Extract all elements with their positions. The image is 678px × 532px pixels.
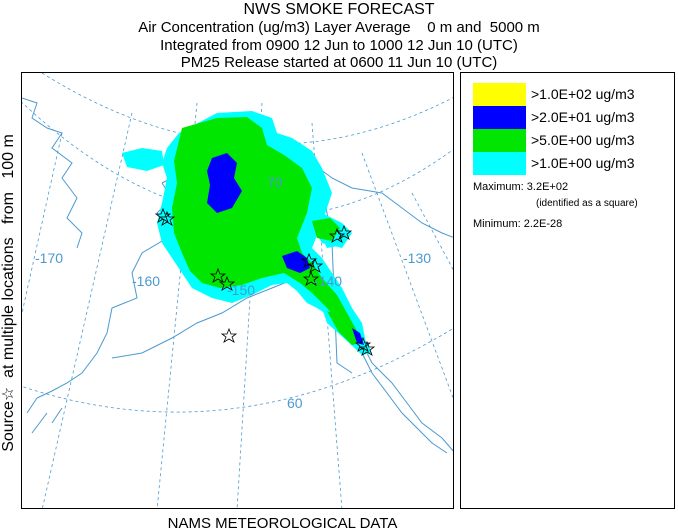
alaska-south-coast [111, 277, 448, 454]
data-source-footer: NAMS METEOROLOGICAL DATA [167, 515, 398, 532]
legend-swatch-green [473, 129, 526, 152]
legend-label: >1.0E+00 ug/m3 [531, 155, 635, 171]
legend-item: >2.0E+01 ug/m3 [473, 106, 673, 129]
lat-label-70: 70 [267, 174, 283, 190]
star-icon [158, 210, 176, 226]
plume-blue [207, 153, 364, 345]
legend: >1.0E+02 ug/m3 >2.0E+01 ug/m3 >5.0E+00 u… [460, 72, 675, 509]
star-icon [302, 270, 320, 286]
lat-label-60: 60 [287, 395, 303, 411]
canada-west-coast [361, 342, 453, 452]
source-markers [154, 207, 376, 356]
lon-line-180 [22, 132, 63, 315]
legend-item: >1.0E+02 ug/m3 [473, 83, 673, 106]
subtitle-integration-period: Integrated from 0900 12 Jun to 1000 12 J… [160, 37, 518, 54]
legend-label: >1.0E+02 ug/m3 [531, 86, 635, 102]
lon-label-130: -130 [403, 250, 431, 266]
smoke-map: 70 60 -170 -160 -150 -140 -130 [21, 72, 454, 509]
lon-label-150: -150 [227, 282, 255, 298]
legend-swatch-yellow [473, 83, 526, 106]
legend-label: >5.0E+00 ug/m3 [531, 132, 635, 148]
legend-label: >2.0E+01 ug/m3 [531, 109, 635, 125]
lat-line-60 [22, 327, 453, 413]
legend-swatch-blue [473, 106, 526, 129]
star-icon [335, 224, 353, 240]
lon-label-140: -140 [314, 273, 342, 289]
star-icon [306, 257, 324, 273]
map-canvas: 70 60 -170 -160 -150 -140 -130 [22, 73, 453, 508]
star-icon [358, 340, 376, 356]
maximum-value: Maximum: 3.2E+02 [473, 181, 569, 193]
maximum-note: (identified as a square) [536, 198, 638, 209]
legend-swatch-cyan [473, 152, 526, 175]
legend-item: >1.0E+00 ug/m3 [473, 152, 673, 175]
plume-green [172, 117, 362, 345]
minimum-value: Minimum: 2.2E-28 [473, 218, 563, 230]
star-icon [328, 227, 346, 243]
alaska-west-coast [36, 182, 173, 399]
lon-label-170: -170 [35, 250, 63, 266]
star-icon [218, 275, 236, 291]
subtitle-concentration: Air Concentration (ug/m3) Layer Average … [138, 19, 540, 36]
lat-line-80 [41, 73, 453, 145]
siberia-coast [22, 97, 83, 249]
subtitle-release-start: PM25 Release started at 0600 11 Jun 10 (… [180, 54, 498, 71]
aleutian-chain [26, 397, 63, 434]
star-icon [209, 267, 227, 283]
legend-item: >5.0E+00 ug/m3 [473, 129, 673, 152]
star-icon [354, 336, 372, 352]
star-icon [220, 327, 238, 343]
map-title: NWS SMOKE FORECAST [243, 1, 435, 18]
lon-line-130 [361, 152, 453, 399]
coastlines [22, 97, 453, 454]
source-location-label: Source☆ at multiple locations from 100 m [0, 134, 17, 452]
lon-label-160: -160 [132, 273, 160, 289]
lon-line-170 [42, 112, 133, 508]
